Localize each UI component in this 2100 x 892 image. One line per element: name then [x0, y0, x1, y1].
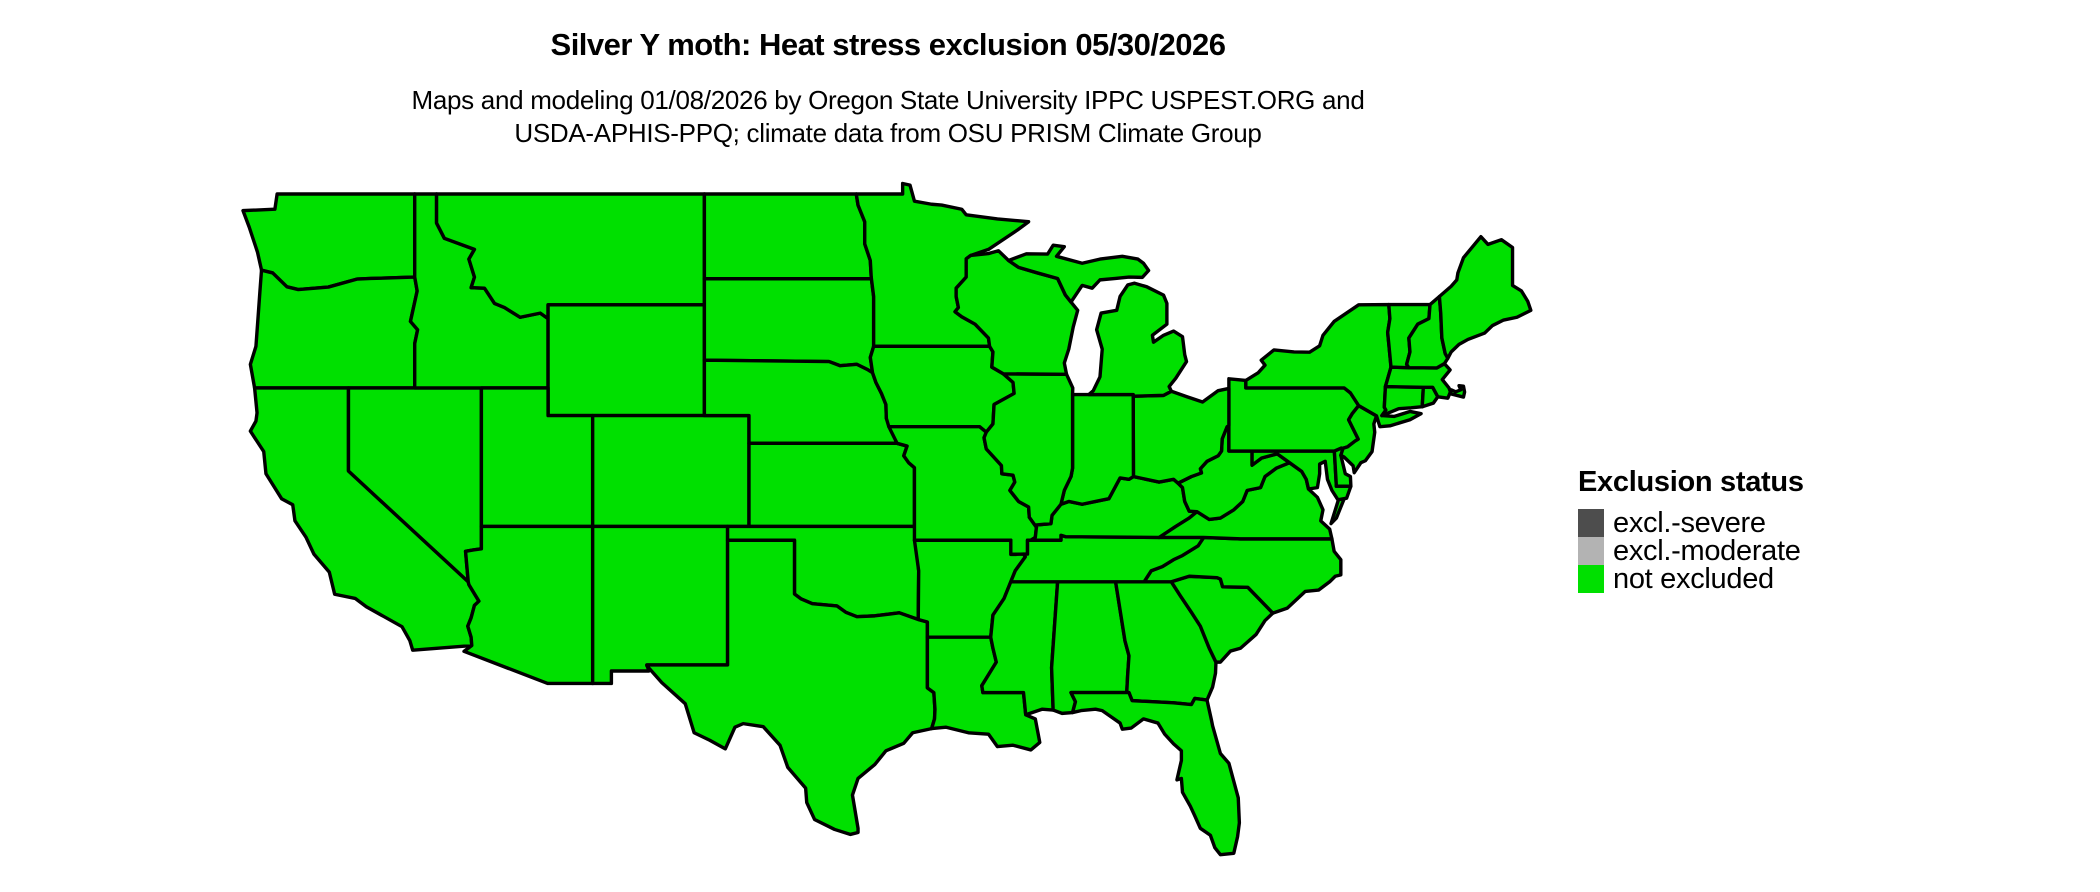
legend-item-moderate: excl.-moderate — [1578, 534, 1804, 567]
state-north-dakota — [704, 194, 871, 279]
state-colorado — [593, 416, 749, 527]
legend-swatch-severe — [1578, 509, 1604, 537]
state-wyoming — [548, 305, 704, 416]
subtitle-line-1: Maps and modeling 01/08/2026 by Oregon S… — [411, 85, 1365, 115]
legend-title: Exclusion status — [1578, 466, 1804, 498]
state-florida — [1071, 693, 1239, 855]
page-subtitle: Maps and modeling 01/08/2026 by Oregon S… — [411, 84, 1364, 150]
state-oregon — [250, 270, 417, 388]
state-texas — [647, 540, 935, 834]
subtitle-line-2: USDA-APHIS-PPQ; climate data from OSU PR… — [514, 118, 1262, 148]
legend-item-severe: excl.-severe — [1578, 506, 1804, 539]
legend-item-not-excluded: not excluded — [1578, 562, 1804, 595]
state-new-mexico — [593, 526, 728, 683]
state-illinois — [984, 374, 1073, 527]
state-new-jersey — [1341, 406, 1377, 473]
legend: Exclusion status excl.-severe excl.-mode… — [1578, 466, 1804, 595]
legend-label-moderate: excl.-moderate — [1613, 534, 1801, 567]
legend-swatch-not-excluded — [1578, 565, 1604, 593]
state-kansas — [749, 443, 914, 526]
state-michigan — [1009, 245, 1187, 396]
state-arizona — [464, 526, 593, 683]
state-maine — [1439, 237, 1530, 359]
state-ohio — [1133, 388, 1229, 483]
state-pennsylvania — [1229, 379, 1359, 451]
legend-label-severe: excl.-severe — [1613, 506, 1766, 539]
state-maryland — [1252, 451, 1351, 500]
state-south-dakota — [704, 279, 873, 373]
page-title: Silver Y moth: Heat stress exclusion 05/… — [550, 27, 1226, 62]
legend-label-not-excluded: not excluded — [1613, 562, 1774, 595]
states-group — [243, 183, 1531, 854]
legend-swatch-moderate — [1578, 537, 1604, 565]
